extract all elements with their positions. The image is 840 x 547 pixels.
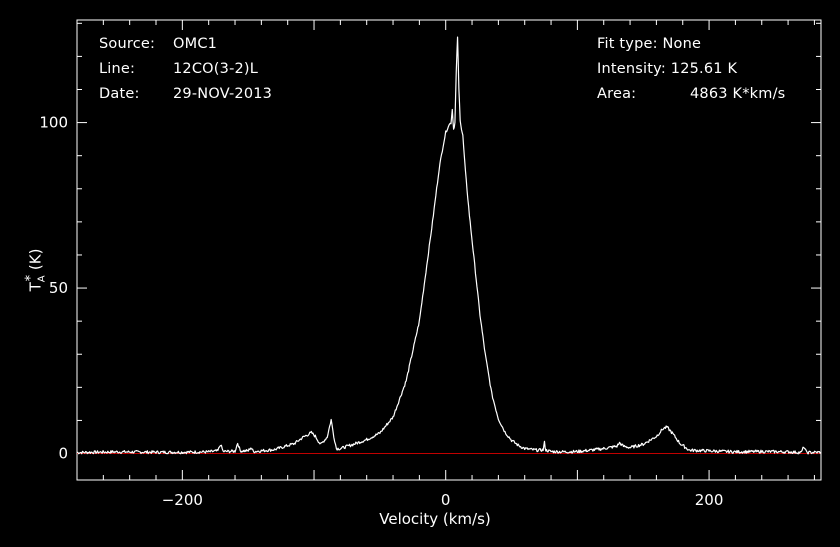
y-tick-label: 0 <box>58 445 68 463</box>
source-value: OMC1 <box>173 36 218 52</box>
x-tick-label: 0 <box>441 491 451 509</box>
fit-info: Fit type: None <box>597 36 701 52</box>
intensity-info: Intensity: 125.61 K <box>597 61 737 77</box>
y-axis-superscript: * <box>23 274 39 282</box>
date-label: Date: <box>99 86 140 102</box>
fit-label: Fit type: <box>597 36 658 52</box>
source-info: Source: OMC1 <box>99 36 217 52</box>
line-label: Line: <box>99 61 136 77</box>
y-tick-label: 100 <box>39 114 68 132</box>
area-info: Area: 4863 K*km/s <box>597 86 785 102</box>
axis-tick-labels: −200 0 200 0 50 100 <box>39 114 723 509</box>
intensity-label: Intensity: <box>597 61 666 77</box>
axis-ticks <box>77 20 821 480</box>
x-tick-label: −200 <box>162 491 203 509</box>
x-tick-label: 200 <box>695 491 724 509</box>
y-tick-label: 50 <box>49 279 68 297</box>
line-value: 12CO(3-2)L <box>173 61 259 77</box>
source-label: Source: <box>99 36 156 52</box>
intensity-value: 125.61 K <box>670 61 738 77</box>
area-value: 4863 K*km/s <box>690 86 786 102</box>
y-axis-symbol: T <box>26 282 45 292</box>
x-axis-label: Velocity (km/s) <box>379 510 491 528</box>
y-axis-label: TA* (K) <box>23 249 47 292</box>
y-axis-unit: (K) <box>26 248 45 271</box>
line-info: Line: 12CO(3-2)L <box>99 61 258 77</box>
date-value: 29-NOV-2013 <box>173 86 273 102</box>
plot-frame <box>76 19 822 481</box>
area-label: Area: <box>597 86 637 102</box>
spectrum-line <box>76 36 822 455</box>
fit-value: None <box>662 36 702 52</box>
date-info: Date: 29-NOV-2013 <box>99 86 272 102</box>
